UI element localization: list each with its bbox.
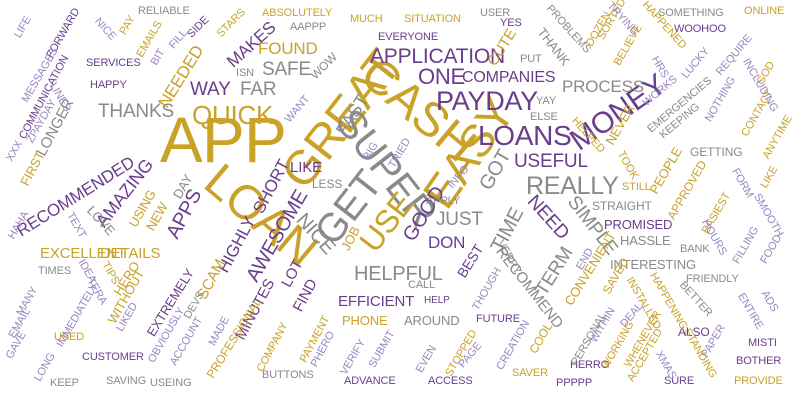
cloud-word-interesting: INTERESTING — [610, 257, 696, 272]
cloud-word-straight: STRAIGHT — [592, 199, 652, 213]
cloud-word-don: DON — [428, 233, 466, 252]
cloud-word-absolutely: ABSOLUTELY — [262, 7, 333, 19]
cloud-word-like: LIKE — [290, 159, 322, 176]
cloud-word-like-small: LIKE — [758, 164, 781, 191]
cloud-word-isn: ISN — [236, 67, 255, 79]
cloud-word-way: WAY — [190, 79, 231, 100]
cloud-word-sure: SURE — [664, 375, 695, 387]
cloud-word-yay: YAY — [536, 95, 557, 107]
cloud-word-side: SIDE — [185, 13, 212, 41]
cloud-word-times: TIMES — [38, 265, 72, 277]
cloud-word-far: FAR — [240, 79, 277, 100]
cloud-word-saved: SAVED — [599, 255, 632, 297]
cloud-word-yes: YES — [500, 17, 522, 29]
cloud-word-everyone: EVERYONE — [378, 31, 439, 43]
cloud-word-submit: SUBMIT — [366, 328, 398, 370]
cloud-word-nice-small: NICE — [92, 15, 119, 43]
cloud-word-friendly: FRIENDLY — [686, 273, 739, 285]
cloud-word-food: FOOD — [758, 232, 785, 266]
cloud-word-bother: BOTHER — [736, 355, 782, 367]
cloud-word-misti: MISTI — [748, 337, 777, 349]
cloud-word-company: COMPANY — [254, 320, 291, 374]
cloud-word-help: HELP — [424, 295, 450, 306]
cloud-word-useing: USEING — [150, 377, 192, 389]
cloud-word-future: FUTURE — [476, 313, 520, 325]
cloud-word-hassle: HASSLE — [620, 233, 671, 248]
cloud-word-less: LESS — [312, 177, 343, 191]
cloud-word-quick: QUICK — [192, 100, 274, 130]
cloud-word-happy: HAPPY — [90, 79, 127, 91]
cloud-word-put: PUT — [520, 53, 542, 65]
cloud-word-thanks: THANKS — [98, 101, 174, 122]
cloud-word-helpful: HELPFUL — [354, 263, 443, 285]
cloud-word-useful: USEFUL — [514, 151, 588, 172]
cloud-word-provide: PROVIDE — [734, 375, 783, 387]
cloud-word-also: ALSO — [678, 325, 710, 339]
cloud-word-services: SERVICES — [86, 57, 141, 69]
cloud-word-else: ELSE — [530, 111, 558, 123]
cloud-word-something: SOMETHING — [658, 7, 724, 19]
cloud-word-even: EVEN — [413, 343, 439, 376]
cloud-word-filling: FILLING — [730, 224, 762, 266]
cloud-word-call: CALL — [408, 279, 436, 291]
cloud-word-creation: CREATION — [494, 318, 533, 373]
cloud-word-access: ACCESS — [428, 375, 473, 387]
cloud-word-text: TEXT — [64, 210, 89, 241]
cloud-word-loans: LOANS — [478, 120, 572, 151]
cloud-word-safe: SAFE — [262, 59, 311, 80]
cloud-word-found: FOUND — [258, 39, 318, 58]
cloud-word-app: APP — [160, 104, 287, 176]
cloud-word-promised: PROMISED — [604, 217, 673, 232]
cloud-word-ads: ADS — [758, 288, 781, 314]
cloud-word-online: ONLINE — [744, 5, 785, 17]
cloud-word-process: PROCESS — [562, 77, 644, 96]
cloud-word-apply: APPLY — [426, 195, 461, 207]
cloud-word-around: AROUND — [404, 313, 460, 328]
cloud-word-woohoo: WOOHOO — [674, 23, 726, 35]
cloud-word-just: JUST — [436, 209, 483, 230]
cloud-word-anytime: ANYTIME — [760, 113, 795, 162]
cloud-word-situation: SITUATION — [404, 13, 461, 25]
cloud-word-pay: PAY — [117, 13, 138, 37]
cloud-word-tips: TIPS — [99, 259, 122, 287]
cloud-word-aappp: AAPPP — [290, 21, 327, 33]
cloud-word-really: REALLY — [526, 172, 619, 200]
cloud-word-stars: STARS — [214, 6, 249, 40]
cloud-word-xxx: XXX — [3, 138, 26, 164]
cloud-word-buttons: BUTTONS — [262, 369, 314, 381]
cloud-word-companies: COMPANIES — [462, 69, 556, 86]
cloud-word-advance: ADVANCE — [344, 375, 396, 387]
cloud-word-bit: BIT — [148, 46, 168, 68]
cloud-word-excellent: EXCELLENT — [40, 245, 127, 262]
cloud-word-getting: GETTING — [690, 145, 743, 159]
cloud-word-one: ONE — [418, 64, 466, 89]
cloud-word-herro: HERRO — [570, 359, 610, 371]
cloud-word-user: USER — [480, 7, 511, 19]
cloud-word-still: STILL — [622, 181, 651, 193]
cloud-word-used: USED — [54, 331, 85, 343]
cloud-word-form: FORM — [729, 166, 756, 201]
cloud-word-keep: KEEP — [50, 377, 79, 389]
cloud-word-payday: PAYDAY — [436, 86, 538, 116]
cloud-word-verify: VERIFY — [338, 337, 369, 378]
cloud-word-details: DETAILS — [100, 245, 161, 262]
cloud-word-application: APPLICATION — [370, 45, 506, 68]
cloud-word-saver: SAVER — [512, 367, 548, 379]
cloud-word-reliable: RELIABLE — [138, 5, 190, 17]
cloud-word-though: THOUGH — [470, 265, 505, 313]
cloud-word-customer: CUSTOMER — [82, 351, 144, 363]
cloud-word-much: MUCH — [350, 13, 383, 25]
cloud-word-bank: BANK — [680, 243, 710, 255]
cloud-word-ppppp: PPPPP — [556, 377, 593, 389]
cloud-word-life: LIFE — [12, 14, 34, 41]
cloud-word-phone: PHONE — [342, 313, 388, 328]
cloud-word-xmas: XMAS — [652, 348, 679, 382]
cloud-word-efficient: EFFICIENT — [338, 293, 415, 310]
cloud-word-saving: SAVING — [106, 375, 147, 387]
